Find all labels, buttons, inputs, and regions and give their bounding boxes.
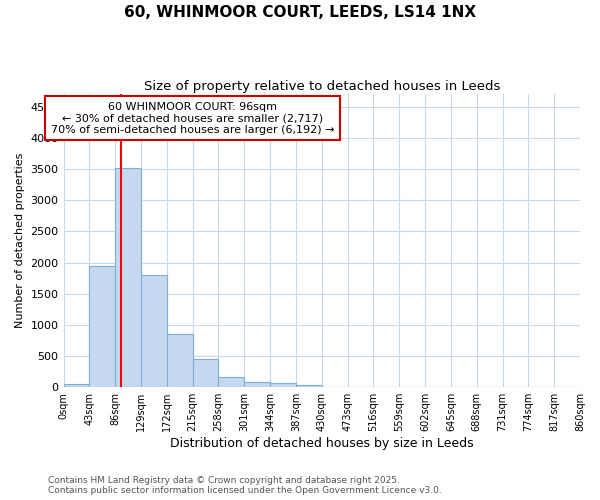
Bar: [167, 334, 193, 387]
Bar: [296, 384, 322, 387]
Y-axis label: Number of detached properties: Number of detached properties: [15, 153, 25, 328]
Text: Contains HM Land Registry data © Crown copyright and database right 2025.
Contai: Contains HM Land Registry data © Crown c…: [48, 476, 442, 495]
Bar: [64, 384, 89, 387]
Bar: [115, 168, 141, 387]
Text: 60, WHINMOOR COURT, LEEDS, LS14 1NX: 60, WHINMOOR COURT, LEEDS, LS14 1NX: [124, 5, 476, 20]
Bar: [270, 384, 296, 387]
Bar: [244, 382, 270, 387]
Bar: [218, 377, 244, 387]
X-axis label: Distribution of detached houses by size in Leeds: Distribution of detached houses by size …: [170, 437, 473, 450]
Text: 60 WHINMOOR COURT: 96sqm
← 30% of detached houses are smaller (2,717)
70% of sem: 60 WHINMOOR COURT: 96sqm ← 30% of detach…: [51, 102, 334, 135]
Bar: [193, 359, 218, 387]
Bar: [89, 266, 115, 387]
Bar: [141, 275, 167, 387]
Title: Size of property relative to detached houses in Leeds: Size of property relative to detached ho…: [143, 80, 500, 93]
